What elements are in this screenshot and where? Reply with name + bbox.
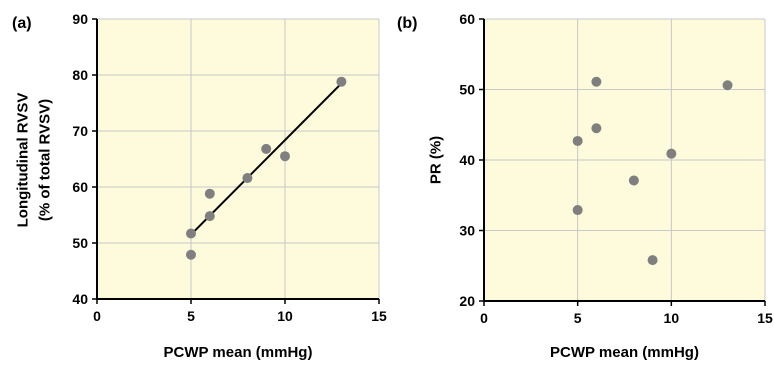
panel-a-x-tick-label: 5 [187,308,195,324]
panel-b-data-point [572,205,583,216]
panel-a-data-point [204,188,215,199]
panel-a-data-point [336,76,347,87]
panel-b-x-tick-label: 5 [574,310,582,326]
panel-a-data-point [280,151,290,162]
panel-a-data-point [204,211,215,222]
panel-a-data-point [242,173,253,184]
panel-b-y-tick-label: 20 [459,293,475,309]
panel-a-data-point [186,228,196,239]
panel-b-y-tick-label: 50 [459,82,475,98]
panel-b-y-tick-label: 60 [459,11,475,27]
panel-b-y-tick-label: 30 [459,223,475,239]
panel-b-x-axis-title: PCWP mean (mmHg) [550,344,699,361]
panel-a: 0 5 10 15 40 50 60 70 80 90 (a) PCWP mean (mmHg) Lon… [12,11,387,361]
panel-a-plot-area [97,19,379,299]
panel-b-x-tick-label: 0 [480,310,488,326]
panel-a-data-point [186,249,196,260]
panel-a-x-tick-label: 0 [93,308,101,324]
panel-a-y-tick-label: 80 [72,67,88,83]
panel-a-trendline [190,82,343,236]
panel-a-data-point [261,143,272,154]
panel-a-y-axis-title: Longitudinal RVSV [14,93,31,228]
panel-b-label: (b) [397,15,417,32]
panel-a-label: (a) [12,15,32,32]
panel-b-x-tick-label: 10 [664,310,680,326]
panel-b-data-point [591,76,602,87]
panel-a-y-tick-label: 60 [72,179,88,195]
panel-b-data-point [591,123,602,134]
panel-b-data-point [666,148,677,159]
panel-b-data-point [572,135,583,146]
panel-a-x-tick-label: 15 [371,308,387,324]
panel-b-data-point [647,255,658,266]
panel-a-y-tick-label: 50 [72,235,88,251]
panel-a-y-tick-label: 70 [72,123,88,139]
panel-b-y-axis-title: PR (%) [427,136,444,184]
panel-a-x-tick-label: 10 [277,308,293,324]
panel-a-y-tick-label: 40 [72,291,88,307]
panel-b-y-tick-label: 40 [459,152,475,168]
panel-b-data-point [628,175,639,186]
panel-a-x-axis-title: PCWP mean (mmHg) [164,344,313,361]
panel-a-y-tick-label: 90 [72,11,88,27]
panel-b-x-tick-label: 15 [757,310,773,326]
panel-b-data-point [722,80,733,91]
panel-a-y-axis-title: (% of total RVSV) [36,99,53,221]
panel-b: 0 5 10 15 20 30 40 50 60 (b) PCWP mean (mmHg) PR (%… [397,11,773,361]
